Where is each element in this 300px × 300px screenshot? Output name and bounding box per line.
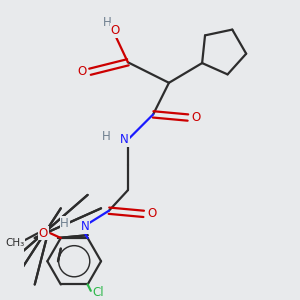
Text: O: O: [191, 111, 200, 124]
Text: O: O: [147, 207, 156, 220]
Text: O: O: [39, 227, 48, 240]
Text: N: N: [81, 220, 90, 233]
Text: H: H: [103, 16, 112, 29]
Text: H: H: [60, 217, 69, 230]
Text: CH₃: CH₃: [5, 238, 25, 248]
Text: O: O: [111, 24, 120, 37]
Text: N: N: [120, 133, 129, 146]
Text: H: H: [101, 130, 110, 143]
Text: Cl: Cl: [93, 286, 104, 299]
Text: O: O: [77, 65, 87, 78]
